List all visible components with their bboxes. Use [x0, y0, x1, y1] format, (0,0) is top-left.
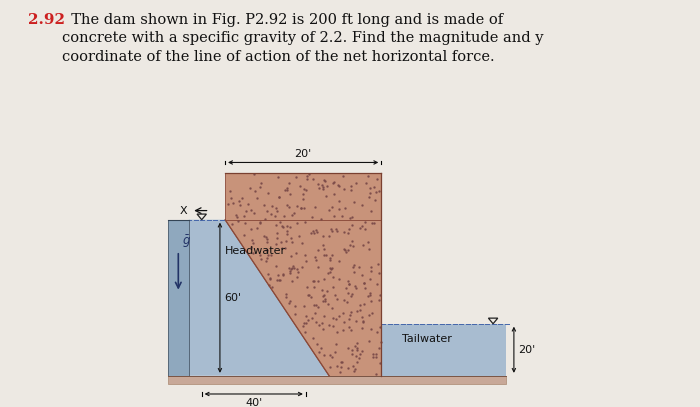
Polygon shape — [382, 324, 506, 376]
Polygon shape — [225, 173, 382, 220]
Text: 20': 20' — [518, 345, 535, 355]
Text: 20': 20' — [295, 149, 312, 159]
Bar — [168, 376, 506, 383]
Text: Headwater: Headwater — [225, 246, 286, 256]
Text: 40': 40' — [245, 398, 262, 407]
Text: 2.92: 2.92 — [28, 13, 65, 27]
Text: 60': 60' — [224, 293, 241, 303]
Text: $\bar{g}$: $\bar{g}$ — [182, 233, 191, 249]
Polygon shape — [189, 220, 329, 376]
Polygon shape — [225, 220, 382, 376]
Bar — [168, 220, 189, 376]
Text: X: X — [180, 206, 188, 216]
Text: The dam shown in Fig. P2.92 is 200 ft long and is made of
concrete with a specif: The dam shown in Fig. P2.92 is 200 ft lo… — [62, 13, 543, 64]
Text: Tailwater: Tailwater — [402, 334, 452, 344]
